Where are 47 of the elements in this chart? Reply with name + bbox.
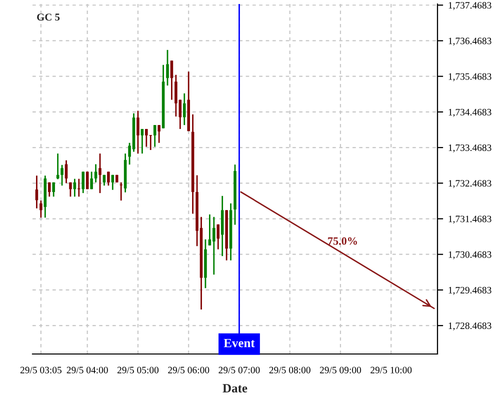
candlestick: [153, 124, 156, 148]
y-tick-label: 1,731.4683: [448, 216, 492, 224]
candlestick: [60, 164, 64, 186]
text: GC 5: [37, 14, 60, 21]
y-tick-label: 1,734.4683: [448, 108, 492, 117]
y-tick-label: 1,728.4683: [448, 322, 492, 330]
y-tick-label: 1,732.4683: [448, 180, 492, 188]
y-tick-label: 1,736.4683: [448, 38, 492, 46]
candlestick: [40, 200, 42, 218]
candlestick: [174, 74, 178, 118]
candlestick: [82, 171, 85, 194]
candlestick: [94, 164, 98, 184]
candlestick: [64, 160, 68, 184]
y-tick-label: 1,730.4683: [448, 251, 492, 260]
x-tick-label: 29/5 04:00: [66, 366, 108, 374]
x-tick-label: 29/5 09:00: [320, 366, 362, 374]
candlestick: [208, 214, 212, 246]
y-tick-label: 1,737.4683: [448, 2, 492, 10]
candlestick: [107, 171, 110, 186]
y-tick-label: 1,735.4683: [448, 73, 492, 82]
candlestick: [48, 182, 51, 198]
candlestick: [212, 216, 216, 276]
x-tick-label: 29/5 03:05: [20, 366, 62, 374]
x-tick-label: 29/5 10:00: [370, 366, 412, 374]
x-tick-label: 29/5 08:00: [269, 366, 310, 374]
candlestick: [182, 92, 186, 126]
candlestick: [140, 128, 144, 154]
candlestick: [170, 60, 174, 100]
y-tick-label: 1,733.4683: [448, 144, 492, 152]
candlestick: [111, 174, 114, 191]
candlestick: [86, 171, 89, 190]
x-tick-label: 29/5 06:00: [168, 366, 210, 374]
candlestick: [145, 128, 148, 148]
x-tick-label: 29/5 05:00: [117, 366, 159, 374]
y-tick-label: 1,729.4683: [448, 286, 492, 295]
x-tick-label: 29/5 07:00: [218, 366, 260, 374]
candlestick: [52, 182, 55, 198]
x-axis-title: Date: [222, 384, 248, 392]
ref-line-label: Event: [224, 338, 255, 348]
candlestick: [216, 224, 220, 250]
candlestick: [98, 152, 102, 194]
candlestick: [136, 110, 140, 154]
candlestick: [69, 182, 72, 198]
candlestick: [158, 124, 160, 144]
candlestick: [166, 49, 169, 86]
candlestick: [90, 171, 93, 190]
annotation: 75.0%: [328, 237, 357, 245]
